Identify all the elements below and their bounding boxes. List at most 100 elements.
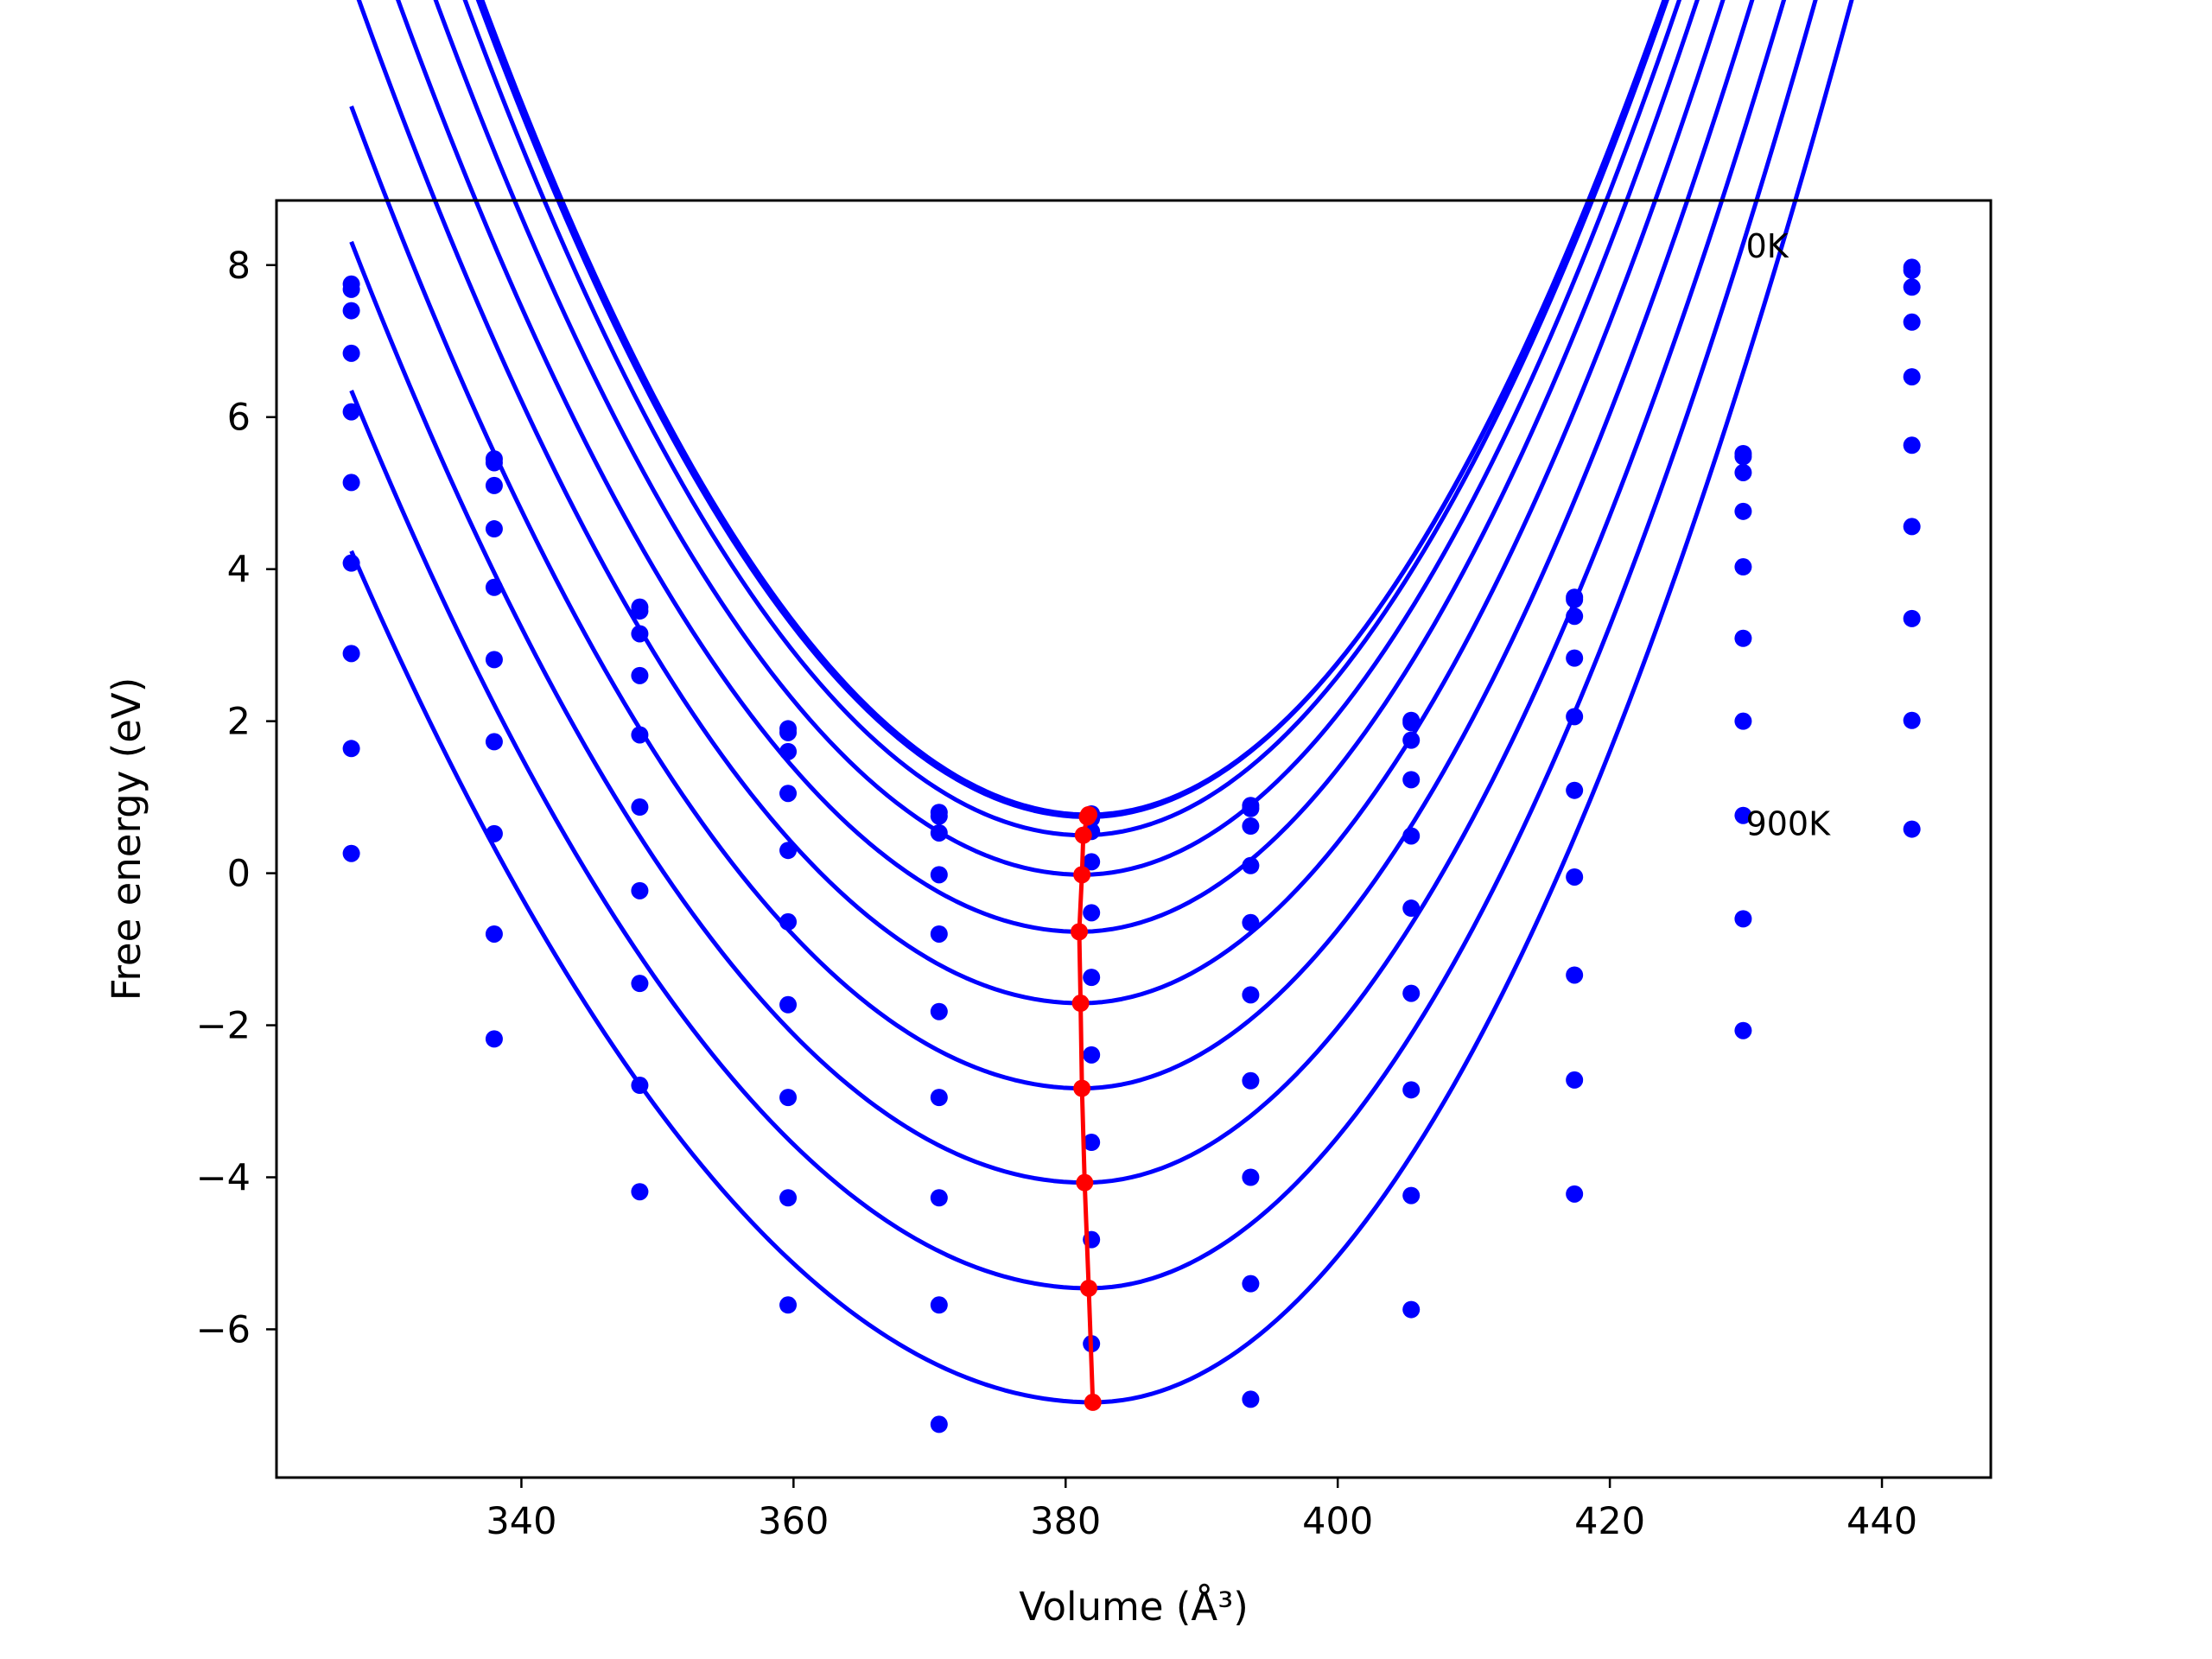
y-tick-label: 4: [227, 549, 251, 592]
data-point: [1566, 1071, 1584, 1089]
data-point: [342, 344, 360, 362]
y-tick-label: 6: [227, 397, 251, 440]
minimum-point: [1071, 995, 1090, 1013]
fit-curve: [356, 0, 1726, 1006]
data-point: [631, 726, 649, 744]
minimum-point: [1073, 1079, 1091, 1097]
data-point: [779, 1296, 798, 1314]
fit-curve: [349, 0, 1818, 1291]
minimum-point: [1074, 826, 1092, 844]
data-points: [342, 258, 1921, 1433]
data-point: [1734, 629, 1752, 647]
data-point: [1903, 820, 1921, 838]
data-point: [930, 823, 948, 842]
data-point: [1242, 817, 1260, 836]
data-point: [1734, 910, 1752, 928]
x-tick-label: 360: [758, 1500, 829, 1543]
data-point: [1734, 558, 1752, 576]
data-point: [1903, 711, 1921, 729]
data-point: [342, 302, 360, 320]
data-point: [1402, 1186, 1421, 1205]
data-point: [1734, 502, 1752, 520]
data-point: [1402, 827, 1421, 845]
y-tick-label: −4: [196, 1156, 251, 1199]
data-point: [1566, 868, 1584, 886]
data-point: [1903, 436, 1921, 454]
data-point: [930, 1002, 948, 1020]
fit-curve: [433, 0, 1682, 877]
data-point: [485, 578, 503, 596]
data-point: [779, 842, 798, 860]
data-point: [631, 1183, 649, 1201]
data-point: [1402, 899, 1421, 918]
fit-curve: [349, 0, 1787, 1185]
data-point: [1242, 986, 1260, 1004]
fit-curves: [349, 0, 1854, 1405]
data-point: [1083, 904, 1101, 922]
data-point: [485, 824, 503, 842]
data-point: [1903, 278, 1921, 296]
data-point: [485, 476, 503, 494]
data-point: [1903, 313, 1921, 331]
data-point: [1566, 590, 1584, 608]
data-point: [1083, 1134, 1101, 1152]
minimum-point: [1078, 808, 1096, 826]
data-point: [1903, 368, 1921, 386]
data-point: [342, 403, 360, 421]
data-point: [1242, 1274, 1260, 1293]
minima-line: [1077, 813, 1096, 1402]
data-point: [930, 1089, 948, 1107]
x-axis-title: Volume (Å³): [1019, 1584, 1249, 1630]
data-point: [1566, 1185, 1584, 1203]
data-point: [1903, 609, 1921, 627]
data-point: [1734, 806, 1752, 824]
data-point: [1903, 518, 1921, 536]
data-point: [631, 798, 649, 817]
data-point: [342, 740, 360, 758]
data-point: [779, 1189, 798, 1207]
data-point: [779, 995, 798, 1014]
data-point: [342, 844, 360, 862]
y-tick-label: −2: [196, 1005, 251, 1048]
data-point: [930, 807, 948, 825]
data-point: [631, 625, 649, 643]
minimum-point: [1080, 1279, 1098, 1297]
y-axis-ticks: −6 −4 −2 0 2 4 6 8: [196, 245, 276, 1351]
data-point: [631, 666, 649, 684]
data-point: [342, 554, 360, 572]
data-point: [485, 1030, 503, 1048]
data-point: [1402, 714, 1421, 732]
data-point: [779, 1089, 798, 1107]
data-point: [631, 975, 649, 993]
annotations: 0K 900K: [1746, 227, 1832, 843]
data-point: [631, 602, 649, 620]
y-tick-label: −6: [196, 1308, 251, 1351]
data-point: [1734, 712, 1752, 730]
fit-curve: [475, 0, 1667, 819]
data-point: [631, 1077, 649, 1095]
data-point: [930, 1415, 948, 1433]
data-point: [1402, 984, 1421, 1002]
data-point: [485, 454, 503, 472]
y-tick-label: 8: [227, 245, 251, 288]
data-point: [485, 925, 503, 943]
y-tick-label: 0: [227, 853, 251, 896]
data-point: [1566, 781, 1584, 799]
y-tick-label: 2: [227, 701, 251, 744]
data-point: [1566, 649, 1584, 667]
temperature-annotation: 900K: [1746, 805, 1832, 843]
x-tick-label: 420: [1574, 1500, 1645, 1543]
data-point: [485, 733, 503, 751]
data-point: [631, 881, 649, 899]
data-point: [1903, 261, 1921, 279]
data-point: [1242, 913, 1260, 931]
data-point: [1242, 799, 1260, 817]
data-point: [1083, 969, 1101, 987]
x-axis-ticks: 340 360 380 400 420 440: [486, 1478, 1917, 1543]
data-point: [1566, 966, 1584, 984]
data-point: [1734, 1021, 1752, 1039]
minima-path: [1071, 805, 1102, 1411]
data-point: [342, 645, 360, 663]
plot-area: [276, 200, 1991, 1478]
